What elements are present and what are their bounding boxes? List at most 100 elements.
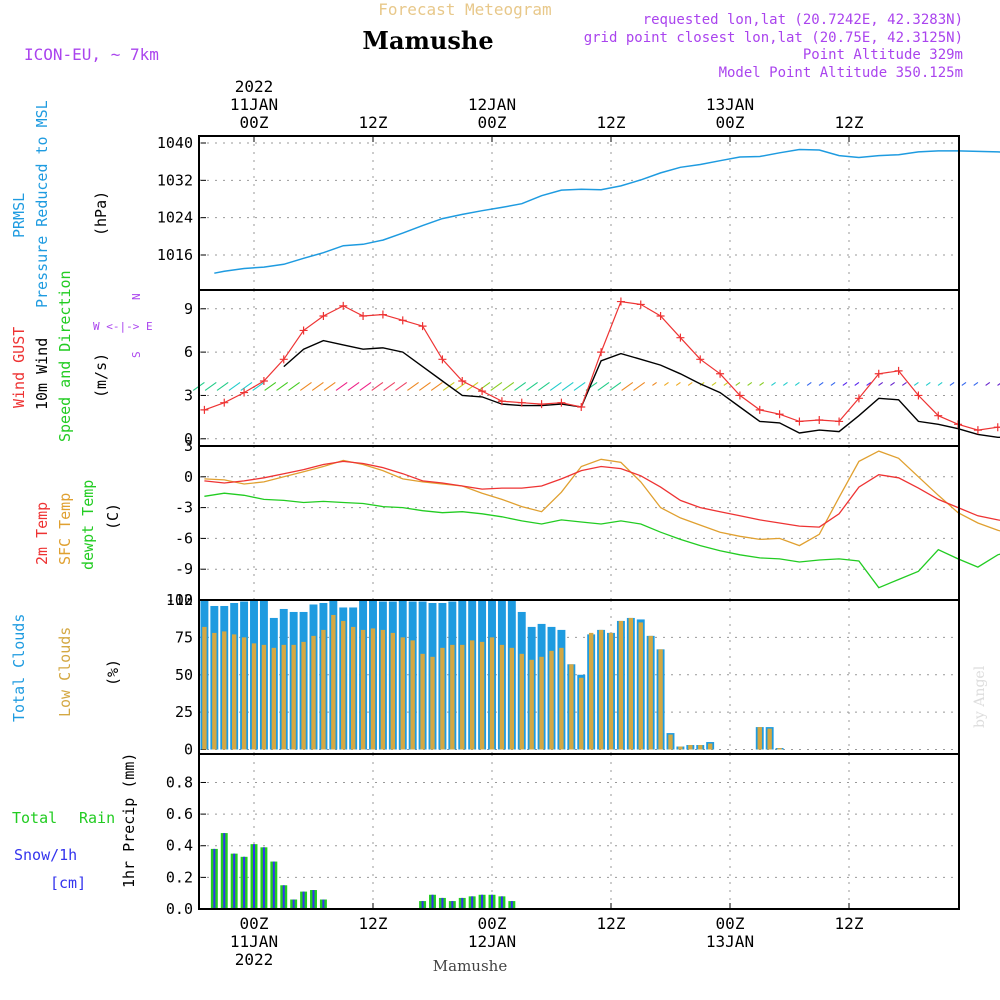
wind-gust-marker <box>597 348 606 357</box>
low-clouds-bar <box>707 743 713 750</box>
low-clouds-bar <box>479 641 485 750</box>
wind-labels: Wind GUST 10m Wind Speed and Direction (… <box>10 270 153 442</box>
model-point-altitude: Model Point Altitude 350.125m <box>719 65 963 81</box>
snow-bar <box>272 861 275 909</box>
wind-direction-arrow <box>842 381 848 386</box>
low-clouds-bar <box>688 745 693 750</box>
y-tick-label: 1024 <box>157 209 193 227</box>
wind-gust-line <box>204 300 1000 431</box>
wind-direction-arrow <box>359 381 372 391</box>
wind-direction-arrow <box>228 381 241 391</box>
low-clouds-bar <box>291 644 296 750</box>
low-clouds-bar <box>549 650 554 750</box>
snow-bar <box>322 899 325 909</box>
time-tick-top-label: 00Z <box>240 113 269 132</box>
wind-direction-arrow <box>478 381 491 391</box>
wind-gust-marker <box>220 398 229 407</box>
wind-direction-arrow <box>537 381 550 391</box>
low-clouds-bar <box>212 632 217 750</box>
low-clouds-bar <box>261 644 267 750</box>
location-title: Mamushe <box>362 26 493 55</box>
wind-direction-arrow <box>759 381 765 386</box>
time-tick-bottom-label: 12Z <box>835 914 864 933</box>
model-label: ICON-EU, ~ 7km <box>24 45 159 64</box>
wind-label-dir: Speed and Direction <box>56 270 74 442</box>
y-tick-label: 0.6 <box>166 805 193 823</box>
wind-direction-arrow <box>204 381 217 391</box>
low-clouds-bar <box>380 629 386 750</box>
pressure-label-unit: (hPa) <box>92 191 110 236</box>
precip-label-unit: 1hr Precip (mm) <box>120 753 138 888</box>
time-tick-top-label: 12Z <box>835 113 864 132</box>
time-tick-bottom-label: 00Z <box>716 914 745 933</box>
wind-gust-marker <box>577 403 586 411</box>
low-clouds-bar <box>529 659 534 750</box>
low-clouds-bar <box>678 746 683 750</box>
wind-direction-arrow <box>652 381 657 386</box>
compass-s: S <box>130 351 143 358</box>
wind-direction-arrow <box>937 381 943 386</box>
wind-gust-marker <box>279 355 288 364</box>
wind-direction-arrow <box>442 381 455 391</box>
low-clouds-bar <box>638 622 643 750</box>
wind-direction-arrow <box>407 381 419 391</box>
wind-gust-marker <box>656 312 665 320</box>
wind-gust-marker <box>636 300 645 309</box>
snow-bar <box>292 899 295 909</box>
wind-gust-marker <box>478 387 487 396</box>
precip-label-total: Total <box>12 809 57 827</box>
low-clouds-bar <box>251 643 257 750</box>
low-clouds-bar <box>469 640 475 750</box>
low-clouds-bar <box>777 748 782 750</box>
low-clouds-bar <box>519 653 524 750</box>
time-tick-bottom-label: 12Z <box>597 914 626 933</box>
time-tick-top-label: 12Z <box>597 113 626 132</box>
wind-gust-marker <box>795 417 804 426</box>
low-clouds-bar <box>757 727 762 750</box>
temp-2m-line <box>204 460 1000 528</box>
low-clouds-bar <box>628 617 634 750</box>
wind-gust-marker <box>259 377 268 385</box>
wind-gust-marker <box>815 416 824 424</box>
low-clouds-bar <box>559 647 564 750</box>
wind-gust-marker <box>894 366 903 375</box>
y-tick-label: 75 <box>175 628 193 646</box>
snow-bar <box>491 894 493 909</box>
wind-gust-marker <box>914 391 923 400</box>
time-tick-bottom-label: 12JAN <box>468 932 516 951</box>
wind-label-unit: (m/s) <box>92 353 110 398</box>
cloud-label-total: Total Clouds <box>10 614 28 722</box>
y-tick-label: 3 <box>184 386 193 404</box>
wind-direction-arrow <box>276 381 289 391</box>
low-clouds-bar <box>450 644 455 750</box>
pressure-label-desc: Pressure Reduced to MSL <box>33 100 51 308</box>
temp-label-2m: 2m Temp <box>33 502 51 565</box>
wind-label-gust: Wind GUST <box>10 327 28 408</box>
wind-direction-arrow <box>335 381 348 391</box>
snow-bar <box>302 891 305 909</box>
low-clouds-bar <box>400 637 405 750</box>
low-clouds-bar <box>460 644 465 750</box>
wind-direction-arrow <box>240 381 253 391</box>
panel-frame <box>198 289 960 447</box>
y-tick-label: 0 <box>184 430 193 448</box>
low-clouds-bar <box>668 734 673 750</box>
y-tick-label: 0.4 <box>166 837 193 855</box>
wind-gust-marker <box>993 423 1000 432</box>
time-tick-top-label: 00Z <box>716 113 745 132</box>
low-clouds-bar <box>499 644 505 750</box>
snow-bar <box>500 896 503 909</box>
wind-direction-arrow <box>735 381 741 386</box>
wind-direction-arrow <box>609 381 622 391</box>
low-clouds-bar <box>222 631 227 750</box>
snow-bar <box>421 901 424 909</box>
snow-bar <box>262 847 265 909</box>
low-clouds-bar <box>509 647 515 750</box>
wind-direction-arrow <box>985 381 991 386</box>
low-clouds-bar <box>420 653 425 750</box>
snow-bar <box>243 856 246 909</box>
wind-gust-marker <box>775 410 784 419</box>
wind-direction-arrow <box>561 381 574 391</box>
point-altitude: Point Altitude 329m <box>803 47 963 63</box>
snow-bar <box>471 896 474 909</box>
